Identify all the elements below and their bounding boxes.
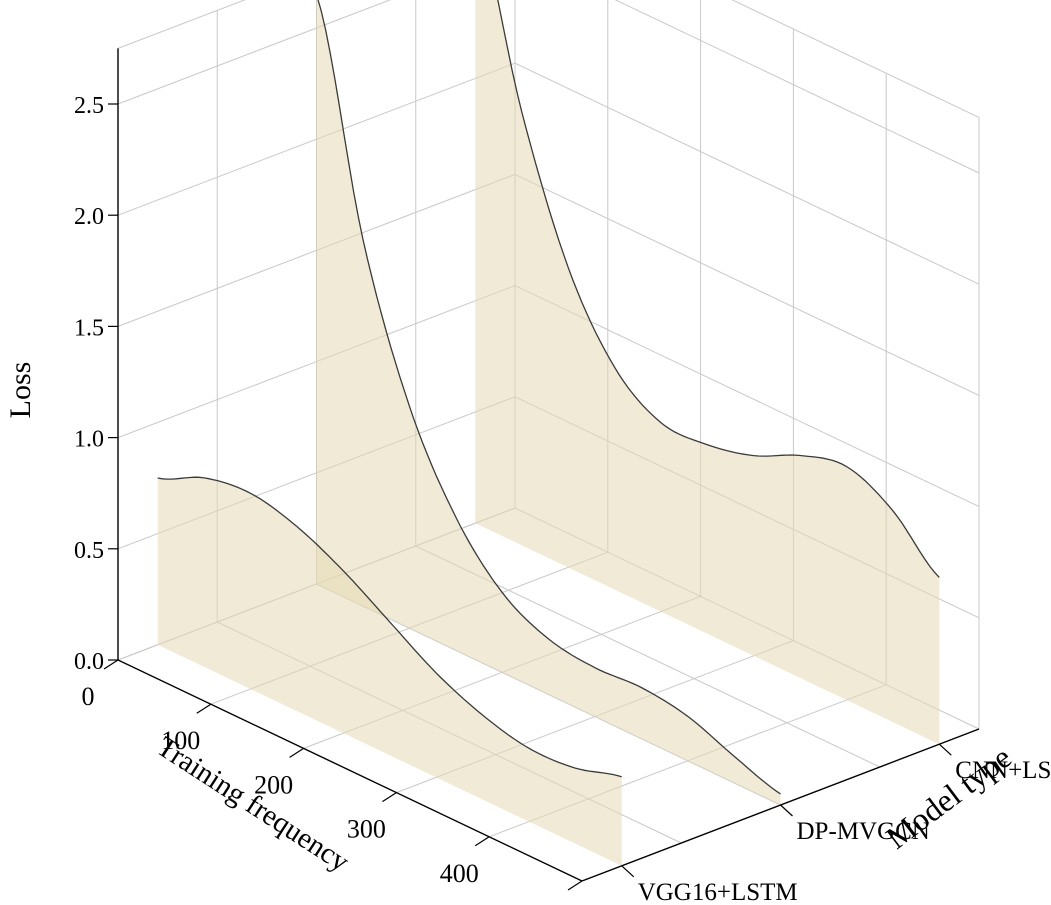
z-axis-label: Loss (4, 362, 37, 419)
series-curtains (157, 0, 940, 866)
x-tick-label: 100 (161, 726, 200, 755)
gridline (514, 62, 980, 285)
y-tick (780, 804, 793, 817)
series-area (157, 477, 622, 866)
z-tick-label: 1.0 (74, 427, 104, 453)
x-axis-line (117, 659, 583, 882)
x-tick (103, 659, 119, 670)
x-tick-label: 500 (533, 903, 572, 905)
gridline (514, 285, 980, 508)
y-tick-label: CNN+LSTM (955, 757, 1051, 784)
series-line (497, 0, 940, 578)
x-tick (382, 792, 397, 803)
series-area (316, 0, 781, 805)
x-tick (474, 836, 490, 847)
tick-labels: 0.0 0.5 1.0 1.5 2.0 2.5 0 100 200 300 400 500 VGG16+… (74, 93, 1051, 905)
z-tick-label: 1.5 (74, 315, 104, 341)
x-axis-label: Training frequency (151, 731, 355, 879)
y-tick-label: VGG16+LSTM (638, 879, 798, 905)
axes (103, 48, 980, 891)
gridline (117, 0, 246, 49)
z-tick-label: 0.0 (74, 649, 104, 675)
series-cnn-lstm (475, 0, 940, 745)
x-tick-label: 400 (440, 859, 479, 888)
gridline (614, 0, 980, 174)
y-tick (621, 865, 635, 878)
x-tick (196, 703, 212, 714)
y-axis-label: Model type (879, 739, 1018, 856)
x-tick (567, 880, 583, 891)
series-line (317, 0, 781, 795)
y-tick-label: DP-MVGCN (797, 818, 930, 845)
x-tick-label: 300 (347, 815, 386, 844)
gridline (514, 173, 980, 396)
z-tick-label: 0.5 (74, 538, 104, 564)
y-tick (938, 743, 952, 756)
x-tick-label: 0 (82, 682, 95, 711)
x-tick (289, 747, 304, 758)
z-tick-label: 2.0 (74, 204, 104, 230)
series-line (157, 476, 622, 778)
gridline (731, 0, 980, 118)
series-area (475, 0, 940, 745)
z-tick-label: 2.5 (74, 93, 104, 119)
series-vgg16-lstm (157, 476, 622, 866)
x-tick-label: 200 (254, 770, 293, 799)
series-dp-mvgcn (316, 0, 781, 805)
